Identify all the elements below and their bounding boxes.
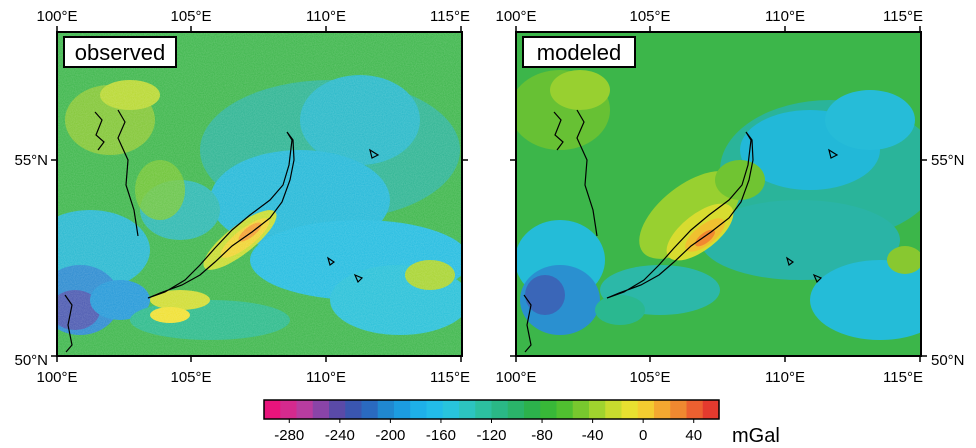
colorbar-tick-label: 40 <box>685 427 702 444</box>
tick-label: 115°E <box>883 8 923 25</box>
colorbar-swatch <box>280 400 298 419</box>
colorbar-tick-label: -160 <box>426 427 456 444</box>
colorbar-tick-label: -280 <box>274 427 304 444</box>
colorbar-swatch <box>312 400 330 419</box>
colorbar-tick-label: -40 <box>582 427 604 444</box>
colorbar-swatch <box>605 400 623 419</box>
tick-label: 100°E <box>36 369 77 386</box>
tick-label: 50°N <box>14 352 48 369</box>
colorbar-tick-label: -200 <box>375 427 405 444</box>
colorbar-swatch <box>426 400 444 419</box>
colorbar-tick-label: -80 <box>531 427 553 444</box>
tick-label: 105°E <box>170 8 211 25</box>
colorbar-swatch <box>377 400 395 419</box>
tick-label: 110°E <box>765 369 805 386</box>
tick-label: 115°E <box>883 369 923 386</box>
colorbar-swatch <box>540 400 558 419</box>
colorbar-swatch <box>491 400 509 419</box>
colorbar-swatch <box>702 400 720 419</box>
modeled-anomaly-field <box>516 32 921 356</box>
observed-frame <box>56 31 463 357</box>
colorbar-unit: mGal <box>732 425 780 447</box>
colorbar-swatch <box>410 400 428 419</box>
colorbar-tick-label: 0 <box>639 427 647 444</box>
colorbar-swatches <box>264 400 720 419</box>
colorbar-tick-label: -240 <box>325 427 355 444</box>
colorbar-swatch <box>475 400 493 419</box>
modeled-x-ticks-bottom: 100°E 105°E 110°E 115°E <box>495 369 922 386</box>
observed-anomaly-field <box>57 32 462 356</box>
modeled-y-ticks: 55°N 50°N <box>931 152 965 369</box>
tick-label: 55°N <box>14 152 48 169</box>
observed-coastlines <box>64 109 380 353</box>
observed-x-ticks-top: 100°E 105°E 110°E 115°E <box>36 8 469 25</box>
colorbar-swatch <box>686 400 704 419</box>
panel-label: modeled <box>537 40 621 65</box>
modeled-panel: modeled 100°E 105°E 110°E 115°E 100°E 10… <box>495 8 964 386</box>
colorbar-swatch <box>589 400 606 419</box>
tick-label: 115°E <box>430 8 470 25</box>
tick-label: 50°N <box>931 352 965 369</box>
observed-tick-marks <box>51 26 468 362</box>
colorbar-ticks: -280 -240 -200 -160 -120 -80 -40 0 40 <box>274 419 702 444</box>
observed-y-ticks: 55°N 50°N <box>14 152 48 369</box>
colorbar-swatch <box>637 400 655 419</box>
colorbar-swatch <box>621 400 639 419</box>
observed-label-box: observed <box>63 36 177 68</box>
colorbar-swatch <box>442 400 460 419</box>
tick-label: 105°E <box>170 369 211 386</box>
colorbar-swatch <box>361 400 379 419</box>
colorbar-swatch <box>556 400 574 419</box>
modeled-frame <box>515 31 922 357</box>
modeled-label-box: modeled <box>522 36 636 68</box>
tick-label: 100°E <box>36 8 77 25</box>
colorbar-swatch <box>507 400 525 419</box>
colorbar-swatch <box>296 400 314 419</box>
modeled-tick-marks <box>510 26 927 362</box>
colorbar-swatch <box>459 400 476 419</box>
observed-panel: observed 100°E 105°E 110°E 115°E 100°E 1… <box>14 8 469 386</box>
colorbar-swatch <box>572 400 590 419</box>
colorbar-swatch <box>670 400 688 419</box>
tick-label: 105°E <box>629 369 670 386</box>
tick-label: 105°E <box>629 8 670 25</box>
colorbar-swatch <box>524 400 541 419</box>
modeled-x-ticks-top: 100°E 105°E 110°E 115°E <box>495 8 922 25</box>
colorbar-swatch <box>329 400 346 419</box>
observed-x-ticks-bottom: 100°E 105°E 110°E 115°E <box>36 369 469 386</box>
panel-label: observed <box>75 40 166 65</box>
colorbar-tick-label: -120 <box>476 427 506 444</box>
tick-label: 115°E <box>430 369 470 386</box>
colorbar-swatch <box>394 400 411 419</box>
tick-label: 100°E <box>495 8 536 25</box>
tick-label: 100°E <box>495 369 536 386</box>
colorbar-swatch <box>654 400 671 419</box>
modeled-coastlines <box>523 109 839 353</box>
tick-label: 110°E <box>765 8 805 25</box>
colorbar: -280 -240 -200 -160 -120 -80 -40 0 40 mGal <box>263 399 780 447</box>
colorbar-swatch <box>345 400 363 419</box>
tick-label: 110°E <box>306 8 346 25</box>
tick-label: 110°E <box>306 369 346 386</box>
tick-label: 55°N <box>931 152 965 169</box>
colorbar-swatch <box>264 400 281 419</box>
